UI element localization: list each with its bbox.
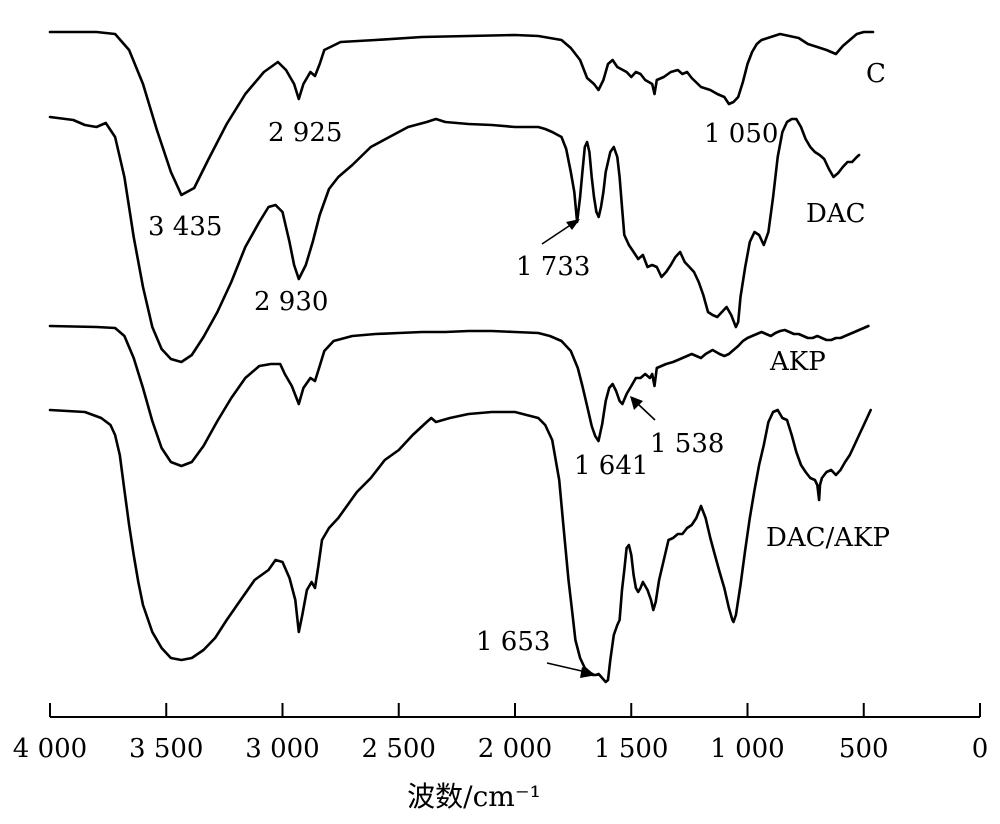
spectrum-line-dac-akp: [48, 408, 872, 684]
x-tick-label: 1 000: [710, 734, 784, 764]
series-label-c: C: [866, 59, 886, 89]
series-label-dac-akp: DAC/AKP: [766, 523, 890, 553]
x-tick-label: 2 500: [362, 734, 436, 764]
x-tick-label: 3 000: [245, 734, 319, 764]
spectrum-line-akp: [48, 324, 870, 468]
series-label-akp: AKP: [769, 347, 826, 377]
spectra-group: [48, 30, 875, 684]
peak-label-akp-1641: 1 641: [574, 451, 648, 481]
arrow-1538: [630, 396, 656, 421]
x-tick-label: 500: [839, 734, 889, 764]
x-tick-label: 0: [972, 734, 989, 764]
x-axis-title: 波数/cm⁻¹: [407, 780, 541, 813]
spectrum-line-c: [48, 30, 875, 197]
arrow-1653: [546, 662, 597, 678]
arrow-1733: [541, 219, 580, 245]
x-tick-label: 1 500: [594, 734, 668, 764]
x-tick-label: 2 000: [478, 734, 552, 764]
peak-label-dac-1733: 1 733: [516, 252, 590, 282]
peak-label-c-1050: 1 050: [704, 119, 778, 149]
peak-label-dac-2930: 2 930: [254, 287, 328, 317]
x-tick-label: 3 500: [129, 734, 203, 764]
x-axis: 4 000 3 500 3 000 2 500 2 000 1 500 1 000 500 0: [13, 703, 988, 764]
series-label-dac: DAC: [806, 199, 866, 229]
peak-label-akp-1538: 1 538: [650, 429, 724, 459]
peak-label-c-2925: 2 925: [268, 118, 342, 148]
x-tick-label: 4 000: [13, 734, 87, 764]
peak-label-dac-akp-1653: 1 653: [476, 627, 550, 657]
spectrum-line-dac: [48, 115, 861, 364]
peak-label-c-3435: 3 435: [148, 212, 222, 242]
